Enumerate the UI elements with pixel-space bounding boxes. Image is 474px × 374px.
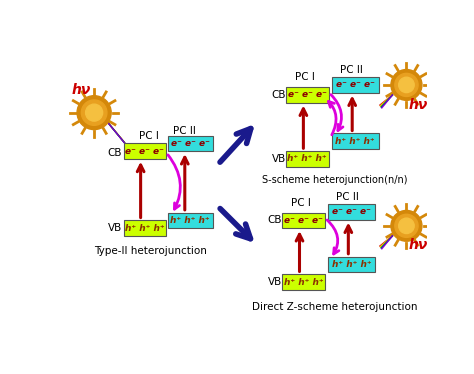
Text: VB: VB — [272, 154, 286, 164]
Text: PC II: PC II — [336, 192, 359, 202]
FancyBboxPatch shape — [328, 257, 374, 272]
FancyBboxPatch shape — [286, 87, 329, 102]
Circle shape — [391, 211, 422, 241]
Text: PC I: PC I — [291, 198, 311, 208]
Text: CB: CB — [267, 215, 282, 226]
Text: h⁺ h⁺ h⁺: h⁺ h⁺ h⁺ — [283, 278, 323, 286]
Text: e⁻ e⁻ e⁻: e⁻ e⁻ e⁻ — [171, 139, 210, 148]
Text: h⁺ h⁺ h⁺: h⁺ h⁺ h⁺ — [171, 216, 210, 225]
Text: VB: VB — [268, 277, 282, 287]
Text: e⁻ e⁻ e⁻: e⁻ e⁻ e⁻ — [336, 80, 375, 89]
Text: h⁺ h⁺ h⁺: h⁺ h⁺ h⁺ — [336, 137, 375, 145]
Circle shape — [77, 96, 111, 129]
Text: CB: CB — [271, 90, 286, 100]
Circle shape — [391, 70, 422, 100]
Circle shape — [82, 100, 107, 125]
Text: PC II: PC II — [173, 126, 196, 136]
Text: CB: CB — [108, 148, 122, 158]
Circle shape — [395, 73, 418, 96]
Text: Type-II heterojunction: Type-II heterojunction — [94, 246, 207, 256]
FancyBboxPatch shape — [124, 220, 166, 236]
FancyBboxPatch shape — [283, 213, 325, 228]
Text: PC I: PC I — [139, 131, 159, 141]
Text: hν: hν — [409, 238, 428, 252]
Circle shape — [399, 77, 414, 93]
FancyBboxPatch shape — [286, 151, 329, 166]
Text: hν: hν — [71, 83, 91, 96]
FancyBboxPatch shape — [168, 213, 213, 228]
Text: e⁻ e⁻ e⁻: e⁻ e⁻ e⁻ — [332, 208, 371, 217]
Text: hν: hν — [409, 98, 428, 112]
FancyBboxPatch shape — [332, 77, 379, 93]
FancyBboxPatch shape — [332, 134, 379, 149]
Text: h⁺ h⁺ h⁺: h⁺ h⁺ h⁺ — [125, 224, 164, 233]
Text: e⁻ e⁻ e⁻: e⁻ e⁻ e⁻ — [284, 216, 323, 225]
Text: Direct Z-scheme heterojunction: Direct Z-scheme heterojunction — [252, 302, 417, 312]
Text: e⁻ e⁻ e⁻: e⁻ e⁻ e⁻ — [125, 147, 164, 156]
FancyBboxPatch shape — [124, 144, 166, 159]
Text: PC II: PC II — [340, 65, 363, 74]
FancyBboxPatch shape — [328, 204, 374, 220]
Text: e⁻ e⁻ e⁻: e⁻ e⁻ e⁻ — [288, 91, 327, 99]
Circle shape — [399, 218, 414, 233]
Text: PC I: PC I — [295, 72, 315, 82]
Text: h⁺ h⁺ h⁺: h⁺ h⁺ h⁺ — [287, 154, 327, 163]
Text: S-scheme heterojunction(n/n): S-scheme heterojunction(n/n) — [262, 175, 407, 185]
Circle shape — [395, 214, 418, 237]
FancyBboxPatch shape — [283, 275, 325, 290]
Text: h⁺ h⁺ h⁺: h⁺ h⁺ h⁺ — [332, 260, 371, 269]
Circle shape — [86, 104, 103, 121]
FancyBboxPatch shape — [168, 136, 213, 151]
Text: VB: VB — [108, 223, 122, 233]
